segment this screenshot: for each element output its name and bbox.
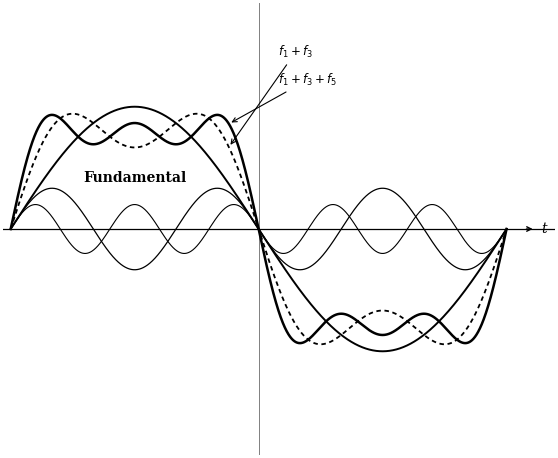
Text: t: t: [541, 222, 547, 236]
Text: $f_1 + f_3$: $f_1 + f_3$: [231, 44, 313, 144]
Text: Fundamental: Fundamental: [83, 171, 186, 185]
Text: $f_1 + f_3 + f_5$: $f_1 + f_3 + f_5$: [232, 72, 338, 122]
